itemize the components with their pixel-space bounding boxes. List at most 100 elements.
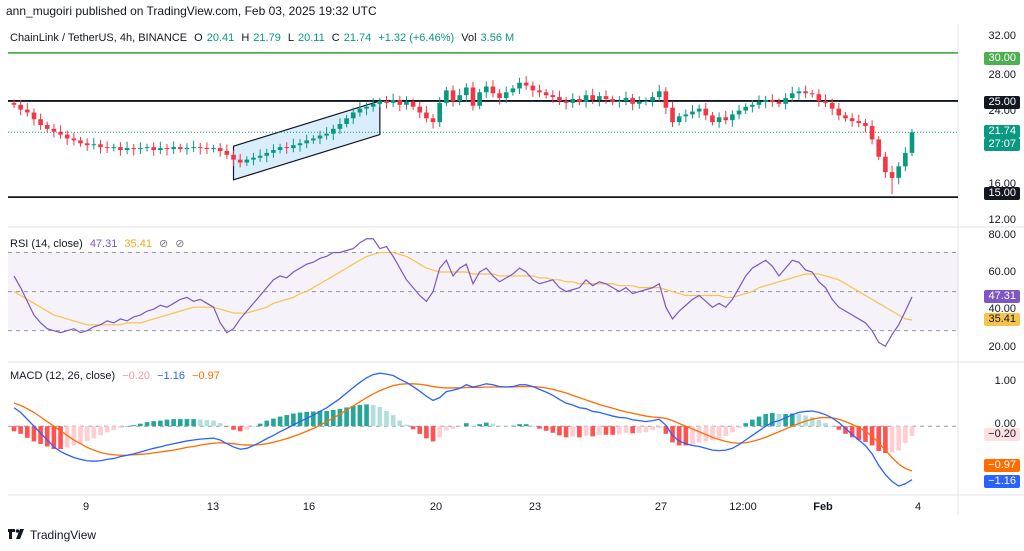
last-price-badge: 21.74 xyxy=(984,125,1020,138)
macd-histogram-bar xyxy=(284,415,290,427)
hide-indicator-icon[interactable]: ⊘ xyxy=(175,238,185,250)
candle-body xyxy=(483,86,489,93)
macd-histogram-bar xyxy=(656,426,662,429)
macd-histogram-bar xyxy=(676,426,682,446)
level-badge-25: 25.00 xyxy=(984,96,1020,109)
macd-histogram-bar xyxy=(131,425,137,427)
macd-histogram-bar xyxy=(464,423,469,427)
candle-body xyxy=(124,148,130,151)
macd-histogram-bar xyxy=(430,426,436,442)
candle-body xyxy=(404,101,409,105)
candle-body xyxy=(663,91,669,108)
candle-body xyxy=(856,121,862,124)
macd-histogram-bar xyxy=(597,426,602,435)
macd-histogram-bar xyxy=(71,426,77,446)
candle-body xyxy=(450,90,456,101)
publisher-line: ann_mugoiri published on TradingView.com… xyxy=(6,4,377,18)
candle-body xyxy=(257,155,263,158)
rsi-value: 47.31 xyxy=(89,238,118,250)
rsi-legend[interactable]: RSI (14, close) 47.31 35.41 ⊘ ⊘ xyxy=(10,237,189,250)
candle-body xyxy=(623,98,629,101)
macd-hist-value: −0.20 xyxy=(122,370,151,382)
candle-body xyxy=(98,144,103,148)
candle-body xyxy=(716,117,722,123)
macd-histogram-bar xyxy=(770,413,775,427)
macd-histogram-bar xyxy=(690,426,695,445)
rsi-axis-tick: 80.00 xyxy=(988,229,1016,241)
macd-histogram-bar xyxy=(503,426,509,427)
candle-body xyxy=(530,85,536,91)
candle-body xyxy=(410,101,416,107)
macd-histogram-bar xyxy=(823,423,828,427)
candle-body xyxy=(377,100,383,104)
macd-histogram-bar xyxy=(477,424,482,427)
candle-body xyxy=(51,128,57,132)
rsi-axis-tick: 40.00 xyxy=(988,303,1016,315)
macd-histogram-bar xyxy=(783,414,788,427)
candle-body xyxy=(796,91,802,94)
macd-histogram-bar xyxy=(683,426,689,446)
candle-body xyxy=(869,125,875,140)
macd-histogram-bar xyxy=(863,426,868,442)
candle-body xyxy=(158,148,163,151)
macd-histogram-bar xyxy=(490,423,496,427)
macd-histogram-bar xyxy=(151,421,156,427)
macd-histogram-bar xyxy=(590,426,596,437)
macd-histogram-bar xyxy=(51,426,57,450)
rsi-ma-value: 35.41 xyxy=(124,238,152,250)
macd-histogram-bar xyxy=(450,426,456,429)
footer-brand: TradingView xyxy=(30,528,97,542)
macd-histogram-bar xyxy=(603,426,609,435)
macd-name: MACD (12, 26, close) xyxy=(10,370,116,382)
macd-line xyxy=(13,372,913,487)
macd-histogram-bar xyxy=(11,426,17,432)
macd-histogram-bar xyxy=(184,419,190,427)
candle-body xyxy=(836,108,842,116)
macd-histogram-bar xyxy=(84,426,90,441)
hide-indicator-icon[interactable]: ⊘ xyxy=(159,238,169,250)
macd-histogram-bar xyxy=(297,412,303,427)
low-label: L xyxy=(287,32,294,44)
macd-histogram-bar xyxy=(264,420,270,427)
macd-histogram-bar xyxy=(357,404,363,427)
macd-histogram-bar xyxy=(643,426,649,433)
candle-body xyxy=(244,159,250,163)
macd-histogram-bar xyxy=(417,426,423,434)
candle-body xyxy=(823,100,828,103)
tradingview-logo-icon xyxy=(8,529,24,539)
rsi-ma-line xyxy=(13,251,913,326)
open-label: O xyxy=(194,32,203,44)
candle-body xyxy=(370,103,376,107)
macd-histogram-bar xyxy=(623,426,629,433)
macd-histogram-bar xyxy=(217,423,223,427)
time-axis-tick: 16 xyxy=(302,501,316,513)
rsi-name: RSI (14, close) xyxy=(10,238,83,250)
high-label: H xyxy=(241,32,250,44)
macd-hist-badge: −0.20 xyxy=(984,428,1020,441)
candle-body xyxy=(357,108,363,113)
macd-histogram-bar xyxy=(424,426,429,439)
macd-histogram-bar xyxy=(550,426,556,433)
candle-body xyxy=(803,91,808,94)
candle-body xyxy=(231,154,236,160)
candle-body xyxy=(171,147,176,150)
tradingview-footer[interactable]: TradingView xyxy=(8,528,96,542)
macd-legend[interactable]: MACD (12, 26, close) −0.20 −1.16 −0.97 xyxy=(10,370,224,382)
price-legend[interactable]: ChainLink / TetherUS, 4h, BINANCE O 20.41… xyxy=(10,32,522,44)
candle-body xyxy=(264,152,270,156)
candle-body xyxy=(789,93,795,99)
candle-body xyxy=(470,87,476,106)
time-axis-tick: 4 xyxy=(914,501,922,513)
candle-body xyxy=(876,139,882,157)
candle-body xyxy=(557,97,562,101)
high-value: 21.79 xyxy=(253,32,281,44)
candle-body xyxy=(344,118,349,125)
symbol-label[interactable]: ChainLink / TetherUS, 4h, BINANCE xyxy=(10,32,188,44)
macd-histogram-bar xyxy=(404,424,409,427)
candle-body xyxy=(636,101,642,104)
candle-body xyxy=(237,159,243,163)
candle-body xyxy=(291,145,296,149)
macd-signal-badge: −0.97 xyxy=(984,459,1020,472)
candle-body xyxy=(324,133,329,136)
